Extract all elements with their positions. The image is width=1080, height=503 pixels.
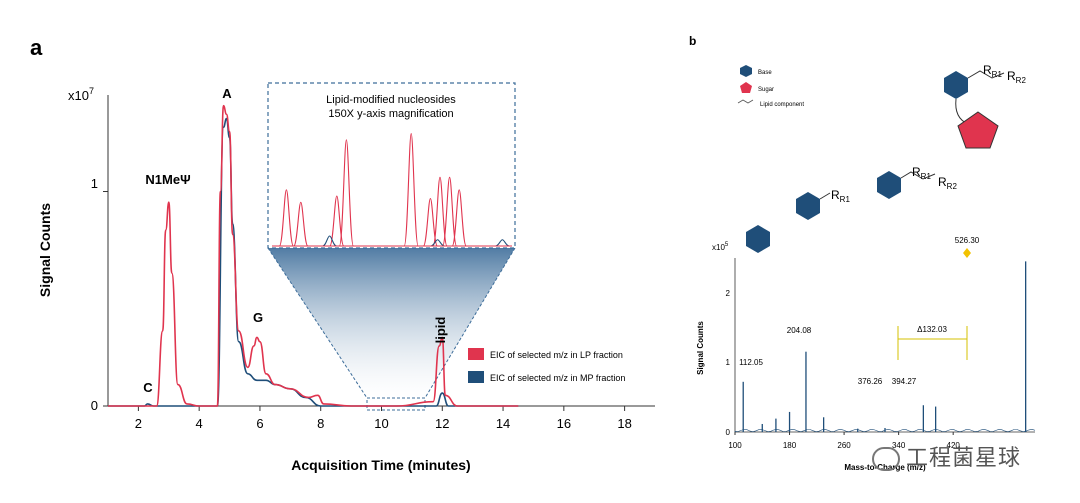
fragment-r1-label: RR1: [831, 188, 850, 204]
panel-b-y-axis-label: Signal Counts: [696, 321, 705, 375]
ms-peak-label-526: 526.30: [955, 236, 980, 245]
panel-b-x-axis-label: Mass-to-Charge (m/z): [844, 463, 926, 472]
legend-label-mp: EIC of selected m/z in MP fraction: [490, 373, 625, 383]
lipid-chain-icon: [737, 99, 754, 104]
fragment-r1-r2-label-r2: RR2: [938, 175, 957, 191]
fragment-base-hexagon-icon: [746, 225, 770, 253]
legend-swatch-lp: [468, 348, 484, 360]
inset-trace-peak: [495, 239, 510, 247]
fragment-r1-r2-bond: [900, 171, 936, 180]
structure-lipid-chain: [967, 70, 1005, 79]
legend-label-lp: EIC of selected m/z in LP fraction: [490, 350, 623, 360]
ms-peak-label-394: 394.27: [892, 377, 917, 386]
inset-trace-peak: [442, 176, 458, 247]
inset-magnification-funnel: [268, 248, 515, 398]
inset-funnel-edge-right: [424, 247, 516, 399]
watermark-logo-icon: [872, 447, 900, 471]
panel-b-y-tick-2: 2: [726, 289, 731, 298]
panel-b-x-tick-label: 100: [728, 441, 742, 450]
key-label-lipid: Lipid component: [760, 102, 804, 108]
fragment-base-r1-hexagon-icon: [796, 192, 820, 220]
panel-a-x-tick-label: 16: [557, 416, 571, 431]
legend-swatch-mp: [468, 371, 484, 383]
inset-title-line-1: Lipid-modified nucleosides: [326, 94, 456, 106]
panel-a-y-multiplier: x107: [68, 86, 94, 103]
panel-a-x-tick-label: 8: [317, 416, 324, 431]
panel-b-x-tick-label: 340: [892, 441, 906, 450]
trace-lp-fraction: [108, 104, 519, 407]
panel-a-x-tick-label: 12: [435, 416, 449, 431]
inset-trace-peak: [432, 176, 448, 247]
inset-trace-peak: [322, 235, 337, 247]
fragment-base-r1-r2-hexagon-icon: [877, 171, 901, 199]
panel-b-y-multiplier: x105: [712, 242, 729, 252]
panel-a-x-tick-label: 18: [617, 416, 631, 431]
structure-r2-label: RR2: [1007, 69, 1026, 85]
inset-trace-peak: [451, 189, 467, 247]
key-label-base: Base: [758, 70, 772, 76]
pentagon-icon: [740, 82, 752, 93]
ms-peak-label-376: 376.26: [858, 377, 883, 386]
peak-label-lipid: lipid: [433, 317, 448, 344]
panel-a-x-tick-label: 14: [496, 416, 510, 431]
panel-b-x-tick-label: 260: [837, 441, 851, 450]
panel-a-x-tick-label: 2: [135, 416, 142, 431]
inset-trace-peak: [430, 239, 445, 247]
inset-box: [267, 82, 516, 249]
fragment-r1-r2-label-r1: RR1: [912, 165, 931, 181]
spectrum-noise: [734, 428, 1036, 433]
hexagon-icon: [740, 65, 752, 77]
key-label-sugar: Sugar: [758, 87, 774, 93]
panel-a-y-tick-0: 0: [91, 398, 98, 413]
panel-b-x-tick-label: 420: [947, 441, 961, 450]
inset-trace-peak: [293, 201, 309, 247]
inset-trace-peak: [278, 189, 294, 247]
inset-trace-peak: [338, 139, 354, 247]
peak-label-c: C: [143, 380, 153, 395]
delta-label: Δ132.03: [917, 325, 947, 334]
structure-sugar-pentagon-icon: [957, 111, 999, 149]
watermark: 工程菌星球: [872, 440, 1021, 472]
peak-label-n1mepsi: N1MeΨ: [145, 172, 190, 187]
panel-b-x-tick-label: 180: [783, 441, 797, 450]
peak-label-a: A: [222, 86, 232, 101]
ms-peak-label-204: 204.08: [787, 326, 812, 335]
panel-b-y-tick-0: 0: [726, 428, 731, 437]
peak-label-g: G: [253, 310, 263, 325]
watermark-text: 工程菌星球: [906, 446, 1022, 471]
structure-r1-label: RR1: [983, 63, 1002, 79]
inset-title-line-2: 150X y-axis magnification: [328, 108, 453, 120]
structure-base-hexagon-icon: [944, 71, 968, 99]
inset-trace-peak: [403, 132, 419, 247]
panel-a-label: a: [30, 35, 43, 60]
panel-b-label: b: [689, 34, 696, 48]
panel-b-y-tick-1: 1: [726, 358, 731, 367]
panel-a-x-tick-label: 6: [256, 416, 263, 431]
panel-a-y-tick-1: 1: [91, 176, 98, 191]
fragment-r1-bond: [819, 192, 831, 200]
panel-a-x-tick-label: 10: [374, 416, 388, 431]
panel-a-x-tick-label: 4: [196, 416, 203, 431]
ms-peak-marker-diamond: [963, 248, 971, 258]
ms-peak-label-112: 112.05: [739, 358, 763, 367]
panel-a-y-axis-label: Signal Counts: [37, 203, 53, 297]
panel-a-x-axis-label: Acquisition Time (minutes): [291, 457, 470, 473]
